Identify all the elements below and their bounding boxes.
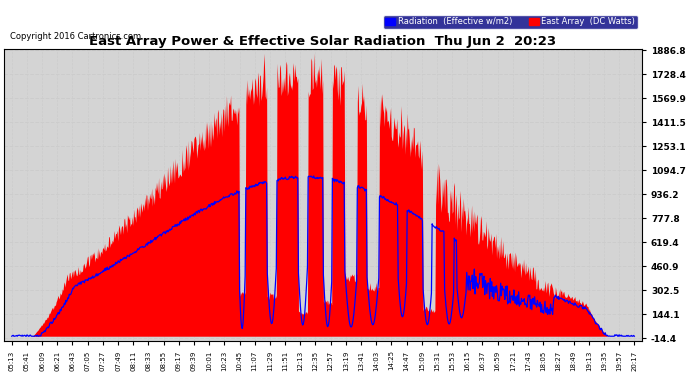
Title: East Array Power & Effective Solar Radiation  Thu Jun 2  20:23: East Array Power & Effective Solar Radia… (90, 34, 557, 48)
Text: Copyright 2016 Cartronics.com: Copyright 2016 Cartronics.com (10, 32, 141, 41)
Legend: Radiation  (Effective w/m2), East Array  (DC Watts): Radiation (Effective w/m2), East Array (… (383, 15, 638, 29)
